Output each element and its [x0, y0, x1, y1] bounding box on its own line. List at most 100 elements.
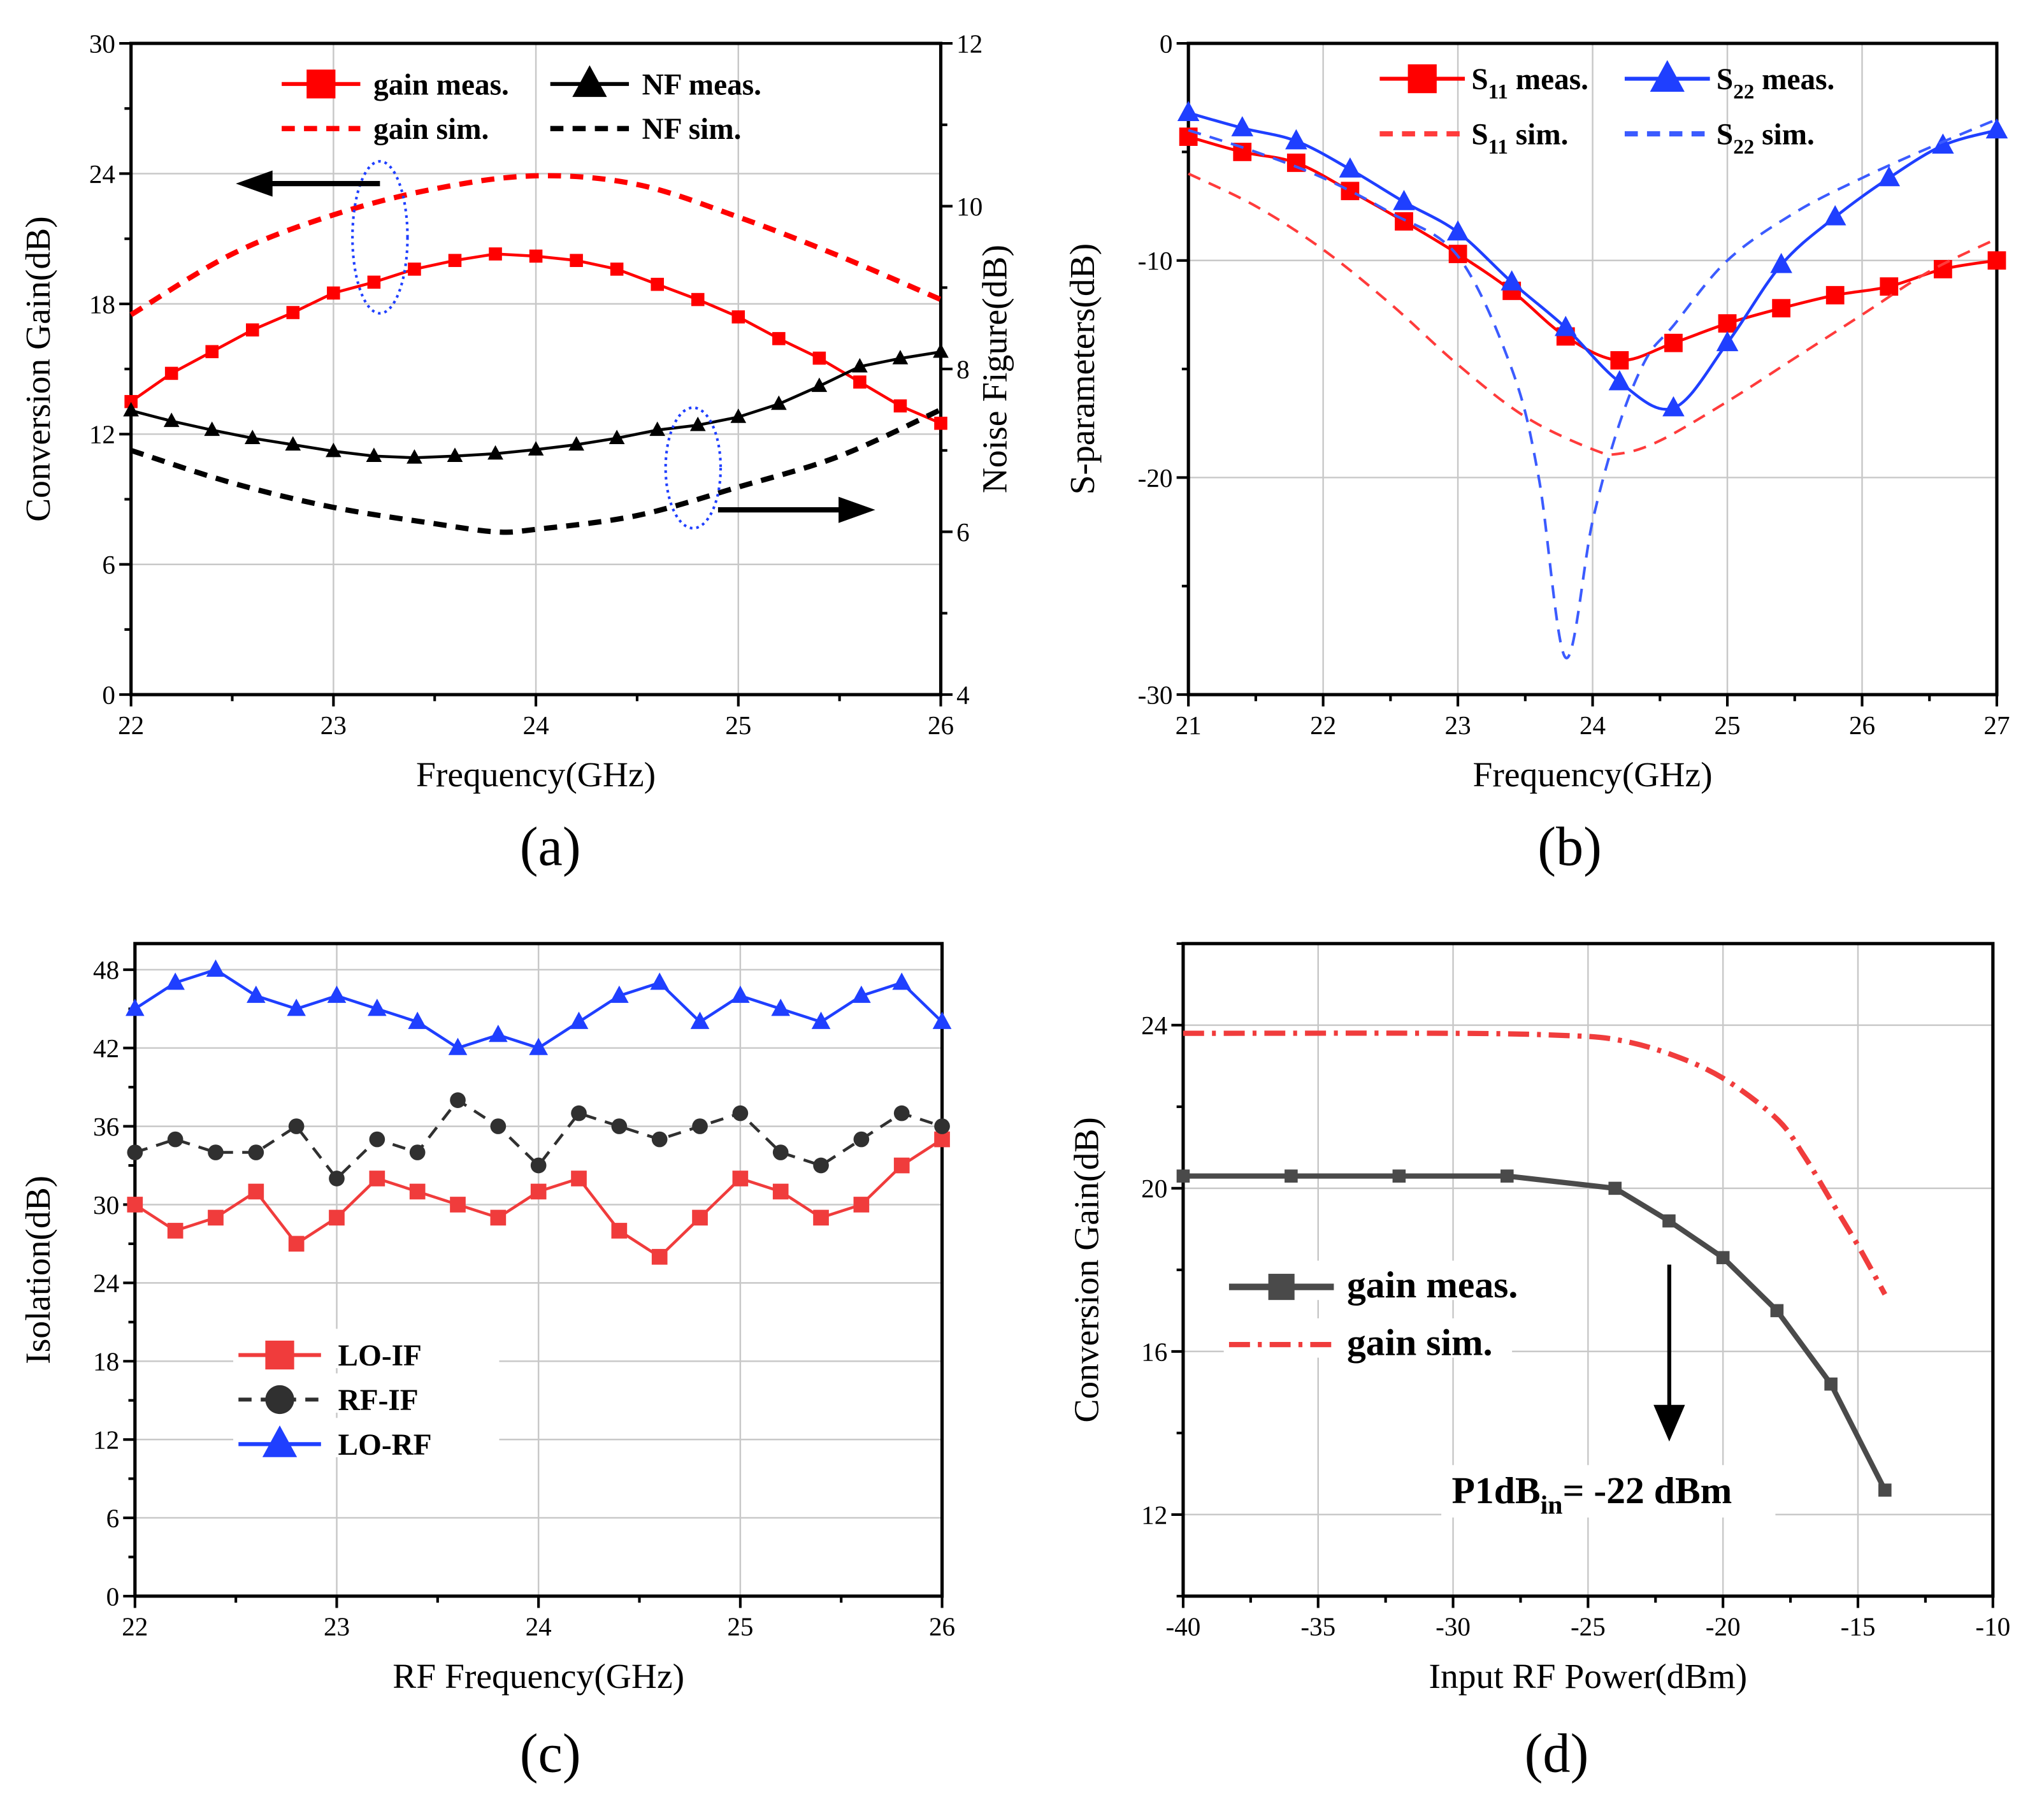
- annotation-bg: [1441, 1465, 1776, 1518]
- y-tick-label: 20: [1141, 1174, 1167, 1203]
- x-tick-label: 24: [526, 1612, 552, 1641]
- data-point: [772, 1144, 789, 1160]
- data-point: [611, 1118, 628, 1134]
- y-tick-label: 36: [93, 1112, 119, 1141]
- series-line: [1188, 172, 1997, 456]
- x-tick-label: -40: [1166, 1612, 1201, 1641]
- data-point: [611, 1223, 628, 1239]
- y-tick-label: 24: [89, 159, 115, 189]
- x-tick-label: -35: [1300, 1612, 1335, 1641]
- data-point: [932, 1011, 952, 1029]
- data-point: [450, 1092, 466, 1108]
- y-tick-label: 24: [1141, 1011, 1167, 1040]
- data-point: [1231, 116, 1254, 136]
- series-line: [134, 1098, 943, 1181]
- y-tick-label: 12: [1141, 1500, 1167, 1529]
- y-tick-label: 12: [93, 1425, 119, 1455]
- y-tick-label: 18: [89, 289, 115, 319]
- data-point: [811, 1011, 831, 1029]
- y-axis-title: Conversion Gain(dB): [19, 216, 58, 522]
- data-point: [245, 323, 259, 337]
- legend-label: NF meas.: [642, 68, 761, 101]
- y-tick-label: 30: [89, 29, 115, 58]
- series-lo-rf: [126, 959, 952, 1055]
- x-tick-label: 24: [523, 710, 549, 740]
- x-axis-title: Frequency(GHz): [1473, 756, 1713, 795]
- y-tick-label: 0: [106, 1582, 120, 1611]
- x-tick-label: 25: [1714, 710, 1740, 740]
- x-tick-label: 22: [122, 1612, 148, 1641]
- legend-item: NF meas.: [550, 65, 761, 101]
- legend-marker: [572, 65, 607, 97]
- legend-item: S22 sim.: [1624, 118, 1815, 159]
- x-tick-label: 24: [1580, 710, 1606, 740]
- series-gain-sim-: [129, 173, 942, 317]
- annotations: P1dBin= -22 dBm: [1441, 1264, 1776, 1520]
- data-point: [409, 1183, 426, 1200]
- data-point: [649, 421, 666, 436]
- data-point: [247, 985, 266, 1003]
- chart-a: 22 23 24 25 26 0 6 12 18 24 30 4 6 8 10 12 Frequency(GHz…: [19, 29, 1014, 877]
- annotation-main: P1dB: [1452, 1469, 1541, 1511]
- data-point: [530, 1183, 547, 1200]
- chart-c: 22 23 24 25 26 0 6 12 18 24 30 36 42 48 RF Frequency(G…: [19, 942, 955, 1784]
- data-point: [124, 394, 138, 408]
- x-tick-label: 25: [727, 1612, 753, 1641]
- data-point: [568, 436, 584, 451]
- legend-label: gain sim.: [1347, 1322, 1493, 1364]
- data-point: [287, 998, 306, 1016]
- data-point: [1662, 1214, 1676, 1228]
- data-point: [123, 401, 139, 417]
- data-point: [490, 1118, 507, 1134]
- data-point: [650, 972, 670, 990]
- left-arrow-icon: [236, 170, 273, 197]
- x-tick-label: 22: [1310, 710, 1336, 740]
- data-point: [1718, 314, 1737, 333]
- data-point: [409, 1144, 426, 1160]
- label-rest: meas.: [1754, 63, 1834, 96]
- y2-tick-label: 8: [956, 354, 970, 384]
- data-point: [528, 441, 544, 456]
- data-point: [1608, 1181, 1622, 1195]
- data-point: [127, 1144, 143, 1160]
- data-point: [651, 1131, 668, 1148]
- data-point: [1824, 205, 1846, 226]
- data-point: [285, 436, 301, 451]
- series-nf-meas-: [123, 343, 949, 464]
- legend-bg: [1223, 1318, 1513, 1358]
- x-axis-title: RF Frequency(GHz): [392, 1657, 684, 1696]
- data-point: [329, 1209, 345, 1226]
- y-tick-label: 6: [102, 550, 115, 579]
- legend-label: NF sim.: [642, 113, 742, 146]
- legend-item: NF sim.: [550, 113, 742, 146]
- data-point: [448, 254, 462, 268]
- legend-marker: [265, 1385, 294, 1415]
- legend-item: S11 meas.: [1379, 63, 1588, 103]
- legend-label: gain sim.: [373, 113, 489, 146]
- x-tick-label: -30: [1436, 1612, 1471, 1641]
- y-axis-title: Isolation(dB): [19, 1176, 58, 1364]
- x-tick-label: 26: [928, 710, 954, 740]
- series-s11-meas-: [1179, 127, 2006, 370]
- data-point: [208, 1209, 224, 1226]
- legend-marker: [1268, 1274, 1295, 1301]
- data-point: [407, 449, 422, 464]
- data-point: [1177, 101, 1200, 122]
- data-point: [1985, 118, 2008, 139]
- data-point: [1770, 1304, 1784, 1318]
- series-gain-meas-: [124, 247, 947, 430]
- legend-item: RF-IF: [233, 1373, 500, 1417]
- series-line: [129, 173, 942, 317]
- down-arrow-icon: [1653, 1404, 1685, 1442]
- x-tick-label: 22: [118, 710, 144, 740]
- label-sub: 11: [1488, 136, 1508, 159]
- data-point: [1554, 315, 1577, 336]
- series-line: [1183, 1030, 1887, 1296]
- data-point: [248, 1144, 264, 1160]
- panel-label: (d): [1525, 1722, 1589, 1784]
- x-axis-title: Input RF Power(dBm): [1429, 1657, 1748, 1696]
- legend-item: S11 sim.: [1379, 118, 1568, 159]
- data-point: [812, 351, 826, 365]
- legend-item: gain meas.: [1223, 1260, 1518, 1306]
